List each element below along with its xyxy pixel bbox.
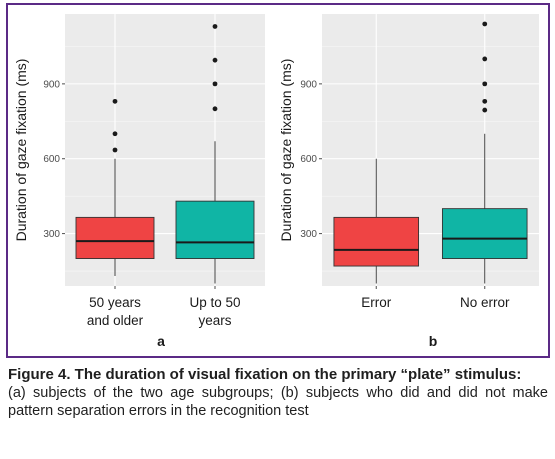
outlier-point — [482, 98, 488, 104]
panel-label: b — [429, 333, 438, 349]
panel-b: 300 600 900 Error No error Duration of gaze f… — [278, 14, 539, 349]
box-1 — [75, 98, 155, 277]
outlier-point — [482, 81, 488, 87]
panel-a: 300 600 900 50 years and older Up to 50 years D… — [13, 14, 265, 349]
caption-body: (a) subjects of the two age subgroups; (… — [8, 385, 548, 419]
y-tick-label: 300 — [43, 229, 60, 240]
y-tick-label: 300 — [300, 229, 317, 240]
outlier-point — [212, 57, 218, 63]
outlier-point — [112, 131, 118, 137]
outlier-point — [212, 24, 218, 29]
outlier-point — [212, 106, 218, 112]
box-iqr — [75, 216, 155, 260]
figure-caption: Figure 4. The duration of visual fixatio… — [8, 366, 548, 420]
y-tick-label: 600 — [300, 154, 317, 165]
y-tick-label: 900 — [300, 79, 317, 90]
outlier-point — [482, 107, 488, 113]
box-iqr — [441, 208, 528, 260]
y-axis-label: Duration of gaze fixation (ms) — [13, 59, 29, 242]
y-tick-label: 900 — [43, 79, 60, 90]
caption-title: Figure 4. The duration of visual fixatio… — [8, 366, 522, 383]
box-1 — [333, 158, 420, 284]
outlier-point — [482, 56, 488, 62]
outlier-point — [112, 147, 118, 153]
y-tick-label: 600 — [43, 154, 60, 165]
box-2 — [441, 21, 528, 284]
outlier-point — [482, 21, 488, 27]
y-axis-label: Duration of gaze fixation (ms) — [278, 59, 294, 242]
x-category-label: Error — [361, 295, 392, 310]
outlier-point — [212, 81, 218, 87]
panel-label: a — [157, 333, 165, 349]
box-iqr — [333, 216, 420, 267]
box-iqr — [175, 200, 255, 260]
x-category-label: No error — [460, 295, 510, 310]
x-category-label: 50 years and older — [87, 295, 144, 328]
box-2 — [175, 24, 255, 284]
x-category-label: Up to 50 years — [189, 295, 240, 328]
outlier-point — [112, 98, 118, 104]
